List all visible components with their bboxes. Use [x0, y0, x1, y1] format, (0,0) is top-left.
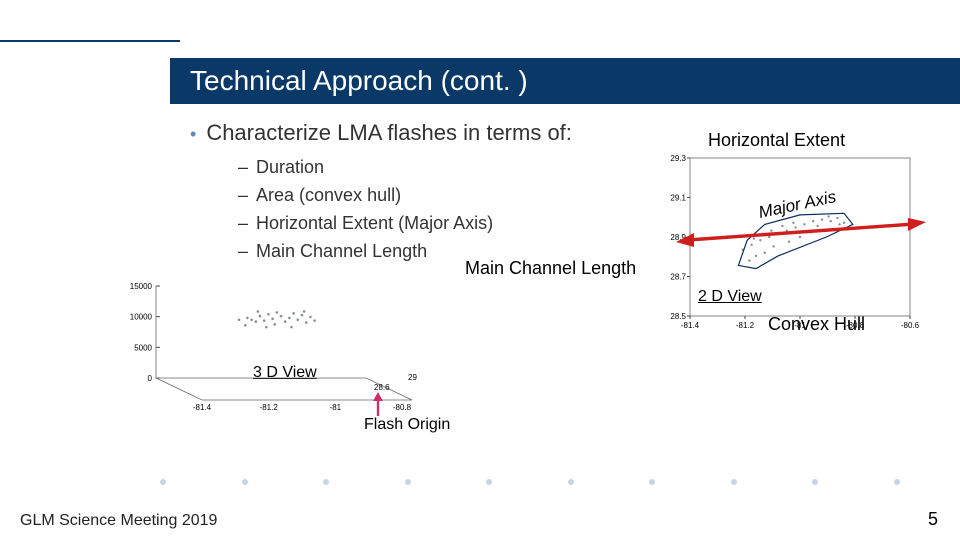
svg-text:5000: 5000: [134, 343, 152, 352]
accent-line: [0, 40, 180, 42]
svg-text:-81.4: -81.4: [193, 403, 212, 412]
chart-2d-svg: 28.5 28.7 28.9 29.1 29.3 -81.4 -81.2 -81 -80.8 -8…: [656, 148, 926, 338]
svg-text:15000: 15000: [130, 282, 153, 291]
svg-text:28.5: 28.5: [670, 312, 686, 321]
dash-icon: –: [238, 157, 248, 177]
svg-text:0: 0: [148, 374, 153, 383]
svg-text:-81: -81: [794, 321, 806, 330]
svg-text:29.3: 29.3: [670, 154, 686, 163]
dash-icon: –: [238, 241, 248, 261]
dash-icon: –: [238, 185, 248, 205]
svg-text:28.7: 28.7: [670, 273, 686, 282]
slide: Technical Approach (cont. ) • Characteriz…: [0, 0, 960, 540]
svg-text:28.6: 28.6: [374, 383, 390, 392]
dash-icon: –: [238, 213, 248, 233]
flash-origin-arrow-icon: [372, 392, 384, 416]
flash-origin-label: Flash Origin: [364, 416, 450, 434]
main-channel-length-label: Main Channel Length: [465, 258, 636, 279]
svg-text:-80.6: -80.6: [901, 321, 920, 330]
sub-item-text: Horizontal Extent (Major Axis): [256, 213, 493, 233]
page-number: 5: [928, 509, 938, 530]
svg-text:-81: -81: [330, 403, 342, 412]
svg-text:-80.8: -80.8: [393, 403, 412, 412]
sub-item-text: Main Channel Length: [256, 241, 427, 261]
bullet-text: Characterize LMA flashes in terms of:: [206, 120, 572, 145]
svg-text:-81.2: -81.2: [736, 321, 755, 330]
svg-text:-81.4: -81.4: [681, 321, 700, 330]
sub-item-text: Duration: [256, 157, 324, 177]
footer-left: GLM Science Meeting 2019: [20, 512, 217, 530]
bullet-dot-icon: •: [190, 124, 196, 144]
decorative-dots: [160, 479, 900, 485]
svg-text:10000: 10000: [130, 313, 153, 322]
svg-text:29.1: 29.1: [670, 194, 686, 203]
chart-2d: 28.5 28.7 28.9 29.1 29.3 -81.4 -81.2 -81 -80.8 -8…: [656, 148, 926, 338]
slide-title: Technical Approach (cont. ): [170, 58, 960, 104]
chart-3d: 0 5000 10000 15000 -81.4 -81.2 -81 -80.8 28.6 29: [122, 274, 432, 414]
svg-text:-81.2: -81.2: [260, 403, 279, 412]
chart-3d-svg: 0 5000 10000 15000 -81.4 -81.2 -81 -80.8 28.6 29: [122, 274, 432, 414]
svg-text:-80.8: -80.8: [846, 321, 865, 330]
svg-text:29: 29: [408, 373, 417, 382]
svg-text:28.9: 28.9: [670, 233, 686, 242]
sub-item-text: Area (convex hull): [256, 185, 401, 205]
